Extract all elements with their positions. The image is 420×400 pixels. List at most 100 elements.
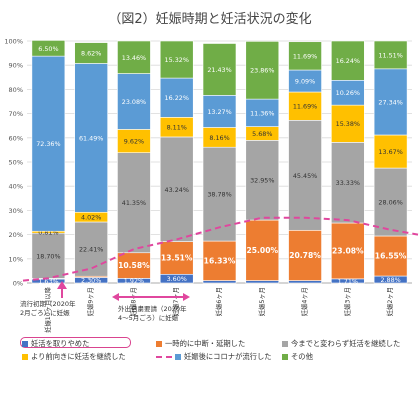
bar-segment <box>31 232 66 279</box>
x-category-label: 妊娠2ヶ月 <box>385 287 394 316</box>
trend-dashed-line <box>22 216 419 282</box>
bar-segment <box>245 140 280 221</box>
data-label: 23.08% <box>122 98 146 106</box>
data-label: 33.33% <box>336 179 360 187</box>
data-label: 16.33% <box>204 256 236 265</box>
bar-segment <box>159 241 194 275</box>
bar-segment <box>117 252 151 279</box>
data-label: 1.63% <box>38 278 58 286</box>
bar-segment <box>331 40 365 81</box>
bar-segment <box>117 152 151 254</box>
data-label: 9.09% <box>295 78 315 86</box>
data-label: 11.69% <box>293 52 317 60</box>
bar-segment <box>159 40 194 79</box>
legend-item: 一時的に中断・延期した <box>156 339 245 349</box>
bar-segment <box>202 95 237 128</box>
data-label: 8.11% <box>167 124 187 132</box>
data-label: 8.62% <box>81 50 101 58</box>
bar-segment <box>74 63 108 213</box>
data-label: 8.16% <box>209 134 229 142</box>
data-label: 43.24% <box>165 186 189 194</box>
y-tick-label: 50% <box>9 159 23 167</box>
legend-label: より前向きに妊活を継続した <box>31 352 126 361</box>
legend-swatch <box>22 354 28 360</box>
data-label: 9.62% <box>124 138 144 146</box>
legend-item: より前向きに妊活を継続した <box>22 352 126 362</box>
arrow-up-head <box>57 281 67 289</box>
bar-segment <box>245 219 280 281</box>
bar-segment <box>117 73 151 130</box>
bar-segment <box>202 280 237 284</box>
data-label: 18.70% <box>36 252 60 260</box>
legend-dash-swatch <box>156 356 172 358</box>
bar-segment <box>202 43 237 96</box>
bar-segment <box>288 41 322 71</box>
data-label: 13.67% <box>378 148 402 156</box>
bar-segment <box>31 55 66 232</box>
data-label: 16.55% <box>375 252 407 261</box>
x-category-label: 妊娠4ヶ月 <box>300 287 309 316</box>
bar-segment <box>245 98 280 127</box>
legend-swatch <box>282 341 288 347</box>
x-category-label: 妊娠7ヶ月 <box>171 287 180 316</box>
y-tick-label: 40% <box>9 183 23 191</box>
bar-segment <box>331 104 365 143</box>
bar-segment <box>117 40 151 74</box>
bar-segment <box>159 136 194 242</box>
y-tick-label: 0% <box>13 280 23 288</box>
data-label: 25.00% <box>246 246 278 255</box>
data-label: 1.92% <box>124 277 144 285</box>
bar-segment <box>373 235 408 277</box>
legend-swatch <box>22 341 28 347</box>
data-label: 15.32% <box>165 56 189 64</box>
data-label: 21.43% <box>207 66 231 74</box>
data-label: 16.22% <box>165 94 189 102</box>
arrow-right-head <box>183 293 190 301</box>
data-label: 6.50% <box>38 45 58 53</box>
x-category-label: 妊娠8ヶ月 <box>128 287 137 316</box>
data-label: 3.60% <box>167 275 187 283</box>
y-tick-label: 60% <box>9 134 23 142</box>
x-category-label: 妊娠6ヶ月 <box>214 287 223 316</box>
legend-highlight-box <box>20 337 131 348</box>
legend-swatch <box>282 354 288 360</box>
data-label: 11.36% <box>250 109 274 117</box>
arrow-left-head <box>112 293 119 301</box>
y-tick-label: 70% <box>9 110 23 118</box>
annotation-stay-home-request: 外出自粛要請（2020年 4～5月ごろ）に妊娠 <box>118 305 187 322</box>
bar-segment <box>373 167 408 237</box>
y-tick-label: 100% <box>4 38 23 46</box>
y-tick-label: 30% <box>9 207 23 215</box>
x-category-label: 妊娠10ヶ月以降 <box>43 286 52 332</box>
data-label: 1.71% <box>338 277 358 285</box>
y-tick-label: 80% <box>9 86 23 94</box>
data-label: 45.45% <box>293 172 317 180</box>
data-label: 20.78% <box>289 251 321 260</box>
x-category-label: 妊娠5ヶ月 <box>257 287 266 316</box>
bar-segment <box>288 280 322 284</box>
bar-segment <box>373 68 408 136</box>
legend-label: 妊娠後にコロナが流行した <box>184 352 272 361</box>
data-label: 61.49% <box>79 134 103 142</box>
bar-segment <box>159 77 194 118</box>
data-label: 38.78% <box>207 191 231 199</box>
data-label: 2.30% <box>81 277 101 285</box>
data-label: 13.46% <box>122 54 146 62</box>
bar-segment <box>288 91 322 121</box>
chart-title: （図2）妊娠時期と妊活状況の変化 <box>108 12 312 27</box>
legend-swatch <box>175 354 181 360</box>
x-category-label: 妊娠9ヶ月 <box>86 287 95 316</box>
bar-segment <box>331 222 365 280</box>
data-label: 13.51% <box>161 253 193 262</box>
y-tick-label: 20% <box>9 231 23 239</box>
data-label: 13.27% <box>207 108 231 116</box>
data-label: 72.36% <box>36 140 60 148</box>
legend-item: 妊活を取りやめた <box>22 339 89 349</box>
legend-label: 妊活を取りやめた <box>31 339 90 348</box>
y-tick-label: 10% <box>9 255 23 263</box>
legend-item: 妊娠後にコロナが流行した <box>156 352 272 362</box>
data-label: 11.51% <box>378 51 402 59</box>
chart-legend: 妊活を取りやめた 一時的に中断・延期した 今までと変わらず妊活を継続した より前向きに… <box>6 337 418 383</box>
data-label: 28.06% <box>378 199 402 207</box>
